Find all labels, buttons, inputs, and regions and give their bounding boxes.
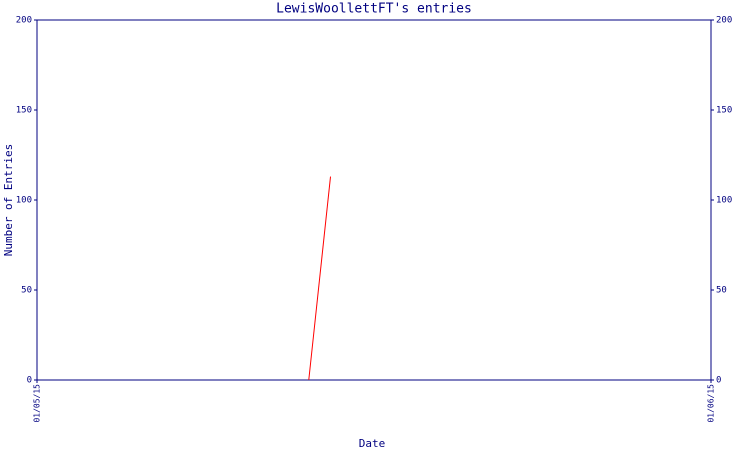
y-axis-label: Number of Entries: [2, 144, 15, 257]
x-tick-label: 01/05/15: [33, 384, 42, 423]
y-tick-label: 150: [16, 106, 32, 116]
y2-tick-label: 100: [716, 196, 732, 206]
y2-tick-label: 150: [716, 106, 732, 116]
y-tick-label: 0: [27, 376, 32, 386]
series-line: [308, 176, 332, 381]
y2-tick-label: 50: [716, 286, 727, 296]
x-tick-label: 01/06/15: [707, 384, 716, 423]
y-tick-label: 100: [16, 196, 32, 206]
y-tick-label: 200: [16, 16, 32, 26]
plot-frame: [36, 19, 712, 381]
y2-tick-label: 200: [716, 16, 732, 26]
chart-title: LewisWoollettFT's entries: [276, 2, 472, 17]
y-tick-label: 50: [21, 286, 32, 296]
x-axis-label: Date: [359, 437, 386, 450]
y2-tick-label: 0: [716, 376, 721, 386]
